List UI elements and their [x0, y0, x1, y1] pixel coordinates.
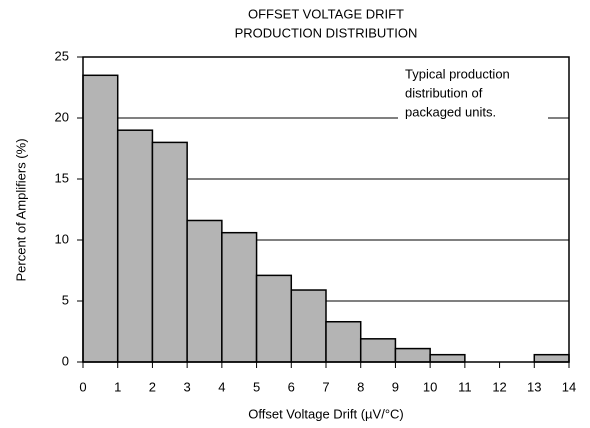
chart-title: OFFSET VOLTAGE DRIFT [248, 6, 404, 21]
annotation-background [398, 64, 548, 128]
bar [151, 141, 188, 363]
bar [394, 347, 431, 363]
plot-frame [82, 56, 570, 363]
y-tick-label: 0 [62, 353, 69, 368]
bar [359, 338, 397, 363]
x-tick-label: 13 [527, 379, 541, 394]
y-tick-label: 25 [55, 48, 69, 63]
x-tick-label: 0 [79, 379, 86, 394]
x-tick-label: 11 [458, 379, 472, 394]
x-axis-label: Offset Voltage Drift (µV/°C) [248, 406, 404, 421]
x-tick-label: 8 [357, 379, 364, 394]
bar [186, 219, 223, 363]
x-tick-label: 14 [562, 379, 576, 394]
x-tick-label: 5 [253, 379, 260, 394]
x-tick-label: 9 [392, 379, 399, 394]
x-tick-label: 10 [423, 379, 437, 394]
annotation: packaged units. [405, 104, 496, 119]
y-tick-label: 20 [55, 109, 69, 124]
y-tick-label: 15 [55, 170, 69, 185]
y-tick-label: 10 [55, 231, 69, 246]
bar [325, 320, 362, 363]
x-tick-label: 12 [492, 379, 506, 394]
y-tick-label: 5 [62, 292, 69, 307]
x-tick-label: 1 [114, 379, 121, 394]
bar [221, 231, 258, 363]
y-axis-label: Percent of Amplifiers (%) [13, 138, 28, 281]
x-tick-label: 3 [184, 379, 191, 394]
bar [533, 353, 570, 363]
bar [290, 289, 327, 363]
bar [116, 129, 154, 363]
x-tick-label: 2 [149, 379, 156, 394]
annotation: Typical production [405, 66, 510, 81]
annotation: distribution of [405, 85, 483, 100]
bar [429, 353, 466, 363]
bar [255, 274, 293, 363]
x-tick-label: 7 [322, 379, 329, 394]
bar [82, 74, 119, 363]
x-tick-label: 4 [218, 379, 225, 394]
chart-title: PRODUCTION DISTRIBUTION [235, 25, 418, 40]
x-tick-label: 6 [288, 379, 295, 394]
